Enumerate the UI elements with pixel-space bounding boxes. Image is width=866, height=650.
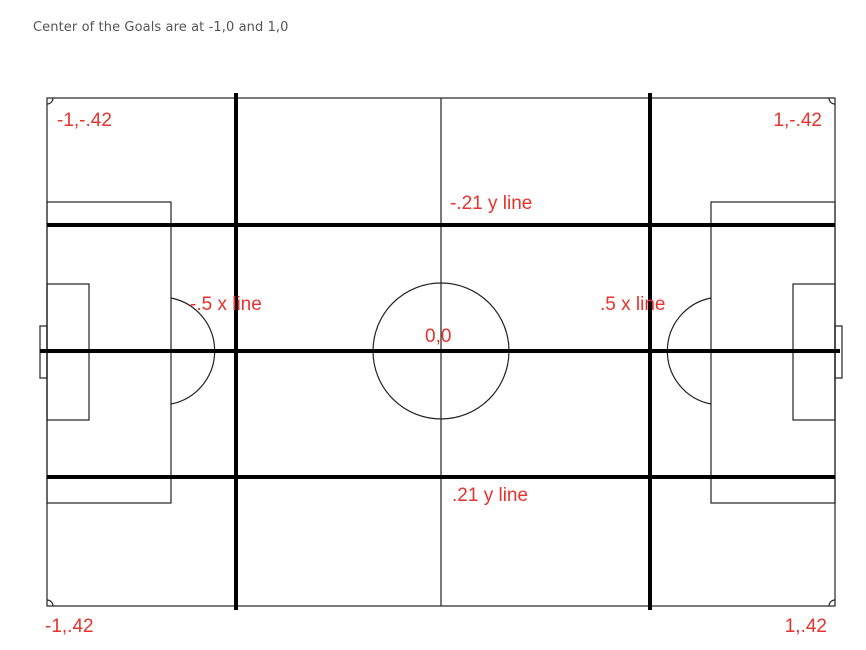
grid-lines — [40, 93, 840, 610]
label-y-line-top: -.21 y line — [450, 193, 532, 214]
corner-arc-top-right — [828, 97, 836, 105]
label-x-line-right: .5 x line — [600, 294, 665, 315]
label-x-line-left: -.5 x line — [190, 294, 262, 315]
label-top-left: -1,-.42 — [57, 110, 112, 131]
label-center: 0,0 — [425, 326, 451, 347]
label-bottom-right: 1,.42 — [785, 616, 827, 637]
label-top-right: 1,-.42 — [773, 110, 822, 131]
corner-arc-top-left — [46, 97, 54, 105]
corner-arc-bottom-left — [46, 599, 54, 607]
label-bottom-left: -1,.42 — [45, 616, 94, 637]
label-y-line-bottom: .21 y line — [452, 485, 528, 506]
caption: Center of the Goals are at -1,0 and 1,0 — [33, 20, 289, 35]
corner-arc-bottom-right — [828, 599, 836, 607]
